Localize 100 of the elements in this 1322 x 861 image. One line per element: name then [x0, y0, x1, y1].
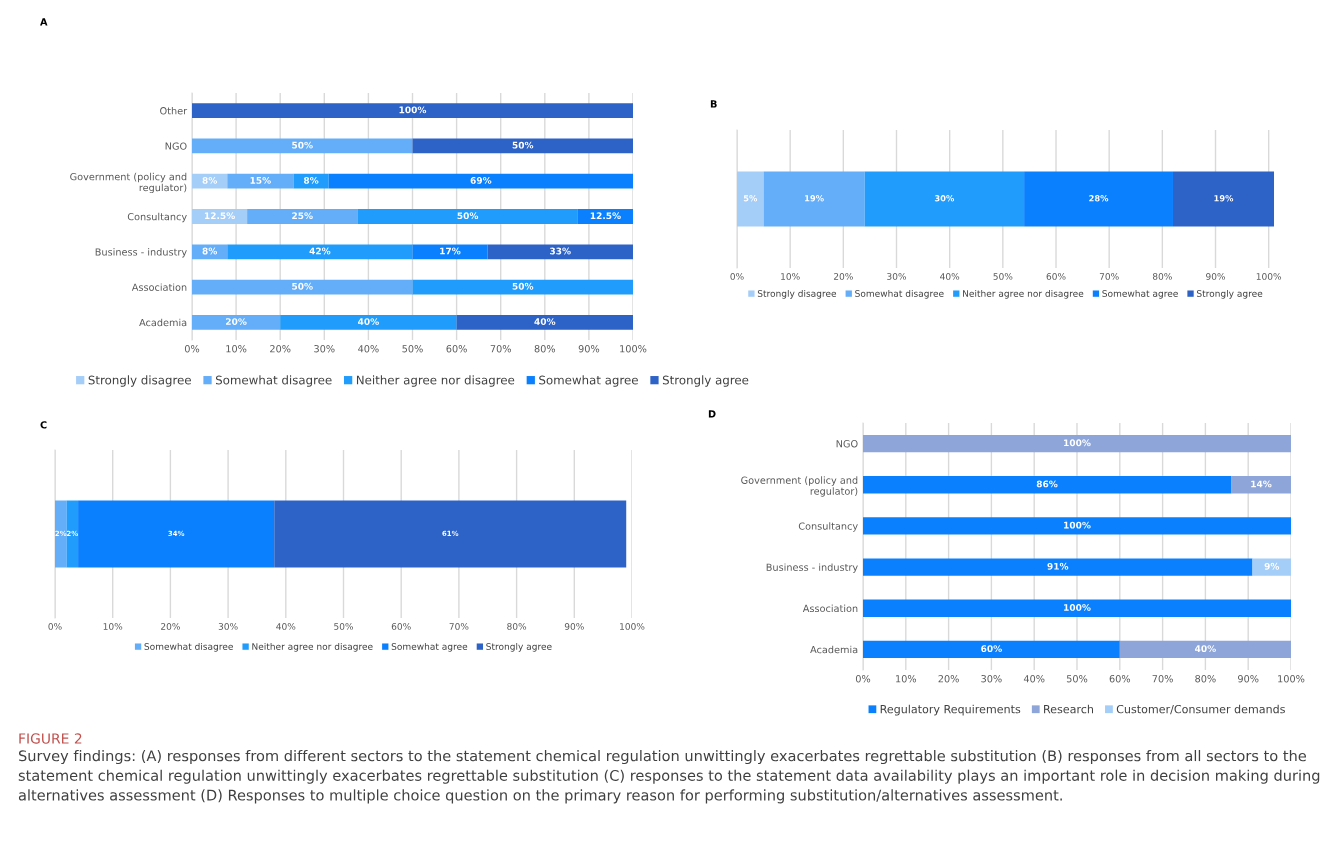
legend-label: Somewhat agree — [391, 642, 468, 652]
bar — [66, 500, 79, 568]
legend-label: Neither agree nor disagree — [963, 289, 1084, 299]
bar — [227, 244, 413, 260]
data-label: 50% — [292, 141, 313, 149]
x-tick-label: 80% — [1152, 273, 1172, 280]
bar — [192, 138, 413, 154]
y-tick-label: Consultancy — [798, 522, 858, 532]
x-tick-label: 100% — [620, 345, 647, 353]
bar — [1119, 640, 1291, 659]
data-label: 100% — [399, 106, 427, 114]
bar — [737, 171, 764, 227]
bar — [577, 209, 633, 224]
legend-label: Customer/Consumer demands — [1116, 704, 1285, 715]
legend-label: Somewhat disagree — [144, 642, 233, 652]
data-label: 14% — [1251, 480, 1272, 488]
bar — [192, 209, 248, 224]
x-tick-label: 20% — [833, 273, 853, 280]
data-label: 100% — [1064, 439, 1091, 447]
bar — [55, 500, 67, 568]
bar — [192, 314, 281, 330]
legend-label: Strongly disagree — [88, 375, 191, 387]
text: Survey findings: (A) responses from different sectors to the statement chemical regulation unwittingly exacerbates regrettable substitution (B) responses from all sectors to the statement chemical regulation unwittingly exacerbates regrettable substitution (C) responses to the statement data availability plays an important role in decision making during alternatives assessment (D) Responses to multiple choice question on the primary reason for performing substitution/alternatives assessment. — [18, 750, 1320, 804]
bar — [863, 434, 1291, 453]
bar — [863, 517, 1291, 535]
bar — [280, 314, 457, 330]
data-label: 50% — [292, 282, 313, 290]
legend-label: Neither agree nor disagree — [356, 375, 515, 387]
data-label: 40% — [358, 318, 379, 325]
data-label: 40% — [1195, 645, 1216, 653]
data-label: 5% — [743, 195, 758, 202]
x-tick-label: 100% — [620, 623, 645, 630]
x-tick-label: 70% — [1152, 675, 1173, 683]
y-tick-label: NGO — [836, 440, 858, 448]
x-tick-label: 10% — [896, 675, 917, 683]
x-tick-label: 60% — [1109, 675, 1131, 683]
data-label: 25% — [292, 212, 313, 220]
bar — [863, 476, 1232, 494]
y-tick-label: Other — [160, 106, 188, 115]
data-label: 86% — [1036, 480, 1058, 488]
bar — [192, 279, 413, 295]
bar — [192, 173, 228, 189]
x-tick-label: 30% — [218, 623, 238, 630]
y-tick-label: Association — [802, 604, 858, 613]
bar — [328, 173, 633, 189]
bar — [863, 640, 1120, 659]
legend-label: Neither agree nor disagree — [252, 642, 373, 652]
x-tick-label: 30% — [887, 273, 907, 280]
legend-label: Somewhat disagree — [215, 375, 332, 387]
x-tick-label: 60% — [1046, 273, 1066, 280]
data-label: 12.5% — [204, 212, 235, 220]
bar — [227, 173, 294, 189]
legend-label: Strongly disagree — [757, 289, 837, 299]
x-tick-label: 40% — [940, 273, 960, 280]
bar — [412, 138, 633, 154]
y-tick-label: Business - industry — [766, 563, 858, 573]
data-label: 42% — [309, 247, 331, 255]
x-tick-label: 0% — [855, 675, 871, 683]
x-tick-label: 40% — [1023, 675, 1045, 683]
x-tick-label: 100% — [1256, 273, 1282, 280]
x-tick-label: 70% — [449, 623, 469, 630]
y-tick-label: Business - industry — [95, 248, 187, 258]
chart-title: C — [40, 421, 47, 429]
y-tick-label: Association — [131, 283, 187, 291]
bar — [1252, 558, 1291, 576]
bar — [1172, 171, 1274, 227]
y-tick-label: Academia — [810, 645, 858, 654]
bar — [192, 244, 228, 260]
y-tick-label: Academia — [139, 318, 187, 327]
x-tick-label: 90% — [564, 623, 584, 630]
y-tick-label: Consultancy — [127, 212, 187, 223]
x-tick-label: 30% — [314, 345, 335, 353]
x-tick-label: 20% — [938, 675, 959, 683]
legend-label: Somewhat disagree — [855, 289, 944, 299]
data-label: 8% — [202, 247, 218, 255]
x-tick-label: 80% — [507, 623, 527, 630]
legend-label: Research — [1044, 704, 1093, 714]
x-tick-label: 50% — [402, 345, 423, 353]
x-tick-label: 70% — [490, 345, 511, 353]
bar — [863, 558, 1253, 576]
data-label: 50% — [457, 212, 479, 220]
data-label: 100% — [1064, 521, 1091, 529]
data-label: 8% — [303, 177, 319, 184]
x-tick-label: 80% — [1195, 675, 1216, 683]
x-tick-label: 60% — [391, 623, 411, 630]
x-tick-label: 50% — [334, 623, 354, 630]
legend-label: Strongly agree — [662, 375, 749, 387]
text: D — [708, 410, 716, 418]
data-label: 15% — [250, 177, 271, 184]
x-tick-label: 0% — [184, 345, 200, 353]
data-label: 12.5% — [590, 212, 621, 220]
bar — [247, 209, 358, 224]
x-tick-label: 80% — [534, 345, 556, 353]
bar — [78, 500, 275, 568]
text: A — [40, 18, 48, 26]
x-tick-label: 10% — [781, 273, 800, 280]
x-tick-label: 40% — [276, 623, 296, 630]
data-label: 8% — [202, 177, 218, 184]
x-tick-label: 0% — [730, 273, 744, 280]
x-tick-label: 60% — [446, 345, 467, 353]
